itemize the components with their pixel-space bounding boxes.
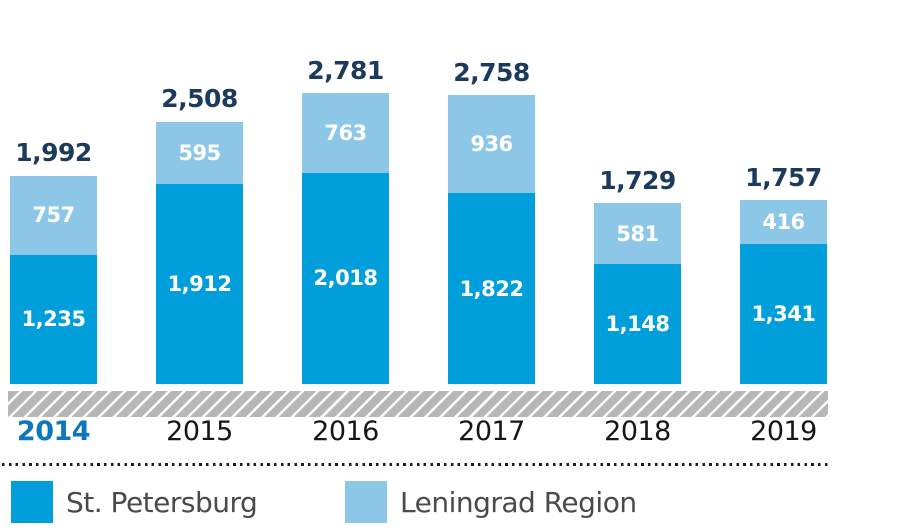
year-label-2017[interactable]: 2017: [458, 416, 525, 447]
year-label-2015[interactable]: 2015: [166, 416, 233, 447]
bar-segment-leningrad-region-2017: 936: [448, 95, 535, 194]
segment-value-leningrad-region-2019: 416: [762, 209, 805, 234]
year-label-2019[interactable]: 2019: [750, 416, 817, 447]
bar-group-2017: 2,758 936 1,822 2017: [448, 57, 535, 445]
segment-value-st-petersburg-2017: 1,822: [459, 276, 524, 301]
bar-segment-leningrad-region-2019: 416: [740, 200, 827, 244]
bar-group-2018: 1,729 581 1,148 2018: [594, 165, 681, 445]
bar-segment-leningrad-region-2016: 763: [302, 93, 389, 173]
segment-value-leningrad-region-2017: 936: [470, 132, 513, 157]
segment-value-st-petersburg-2014: 1,235: [21, 307, 86, 332]
bar-segment-leningrad-region-2014: 757: [10, 175, 97, 255]
bar-group-2015: 2,508 595 1,912 2015: [156, 84, 243, 445]
bar-segment-st-petersburg-2019: 1,341: [740, 243, 827, 384]
bar-segment-st-petersburg-2014: 1,235: [10, 254, 97, 384]
total-label-2019: 1,757: [745, 162, 822, 192]
total-label-2017: 2,758: [453, 57, 530, 87]
bar-group-2014: 1,992 757 1,235 2014: [10, 138, 97, 445]
total-label-2014: 1,992: [15, 138, 92, 168]
year-label-2016[interactable]: 2016: [312, 416, 379, 447]
legend-label-leningrad-region: Leningrad Region: [400, 485, 637, 519]
legend-item-leningrad-region: Leningrad Region: [345, 481, 637, 523]
bar-segment-leningrad-region-2018: 581: [594, 203, 681, 264]
segment-value-leningrad-region-2015: 595: [178, 140, 221, 165]
total-label-2018: 1,729: [599, 165, 676, 195]
legend-label-st-petersburg: St. Petersburg: [66, 485, 258, 519]
segment-value-leningrad-region-2016: 763: [324, 120, 367, 145]
legend-swatch-leningrad-region: [345, 481, 387, 523]
legend-swatch-st-petersburg: [11, 481, 53, 523]
segment-value-leningrad-region-2014: 757: [32, 203, 75, 228]
segment-value-st-petersburg-2018: 1,148: [605, 311, 670, 336]
segment-value-st-petersburg-2015: 1,912: [167, 271, 232, 296]
total-label-2015: 2,508: [161, 84, 238, 114]
bar-segment-st-petersburg-2015: 1,912: [156, 183, 243, 384]
bar-segment-st-petersburg-2016: 2,018: [302, 172, 389, 384]
segment-value-st-petersburg-2019: 1,341: [751, 301, 816, 326]
bar-segment-leningrad-region-2015: 595: [156, 121, 243, 184]
year-label-2014[interactable]: 2014: [16, 416, 91, 447]
total-label-2016: 2,781: [307, 55, 384, 85]
segment-value-leningrad-region-2018: 581: [616, 221, 659, 246]
legend-item-st-petersburg: St. Petersburg: [11, 481, 258, 523]
year-label-2018[interactable]: 2018: [604, 416, 671, 447]
bar-segment-st-petersburg-2018: 1,148: [594, 263, 681, 384]
dotted-separator-line: [2, 463, 830, 466]
bar-segment-st-petersburg-2017: 1,822: [448, 193, 535, 384]
segment-value-st-petersburg-2016: 2,018: [313, 266, 378, 291]
bar-group-2019: 1,757 416 1,341 2019: [740, 162, 827, 445]
baseline-hatch-band: [8, 391, 828, 417]
bar-group-2016: 2,781 763 2,018 2016: [302, 55, 389, 445]
